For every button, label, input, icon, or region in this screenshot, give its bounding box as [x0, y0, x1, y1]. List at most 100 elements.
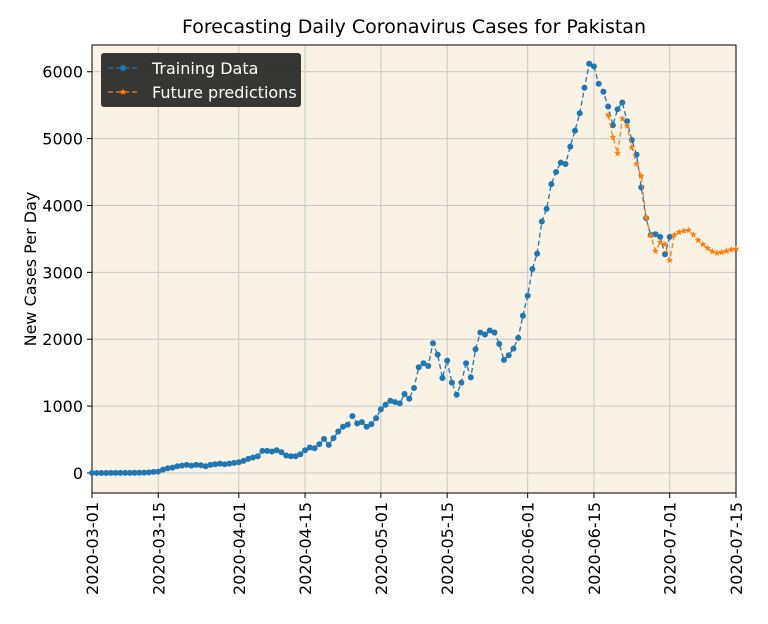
point — [406, 395, 413, 402]
point — [600, 88, 607, 95]
point — [652, 231, 659, 238]
point — [505, 352, 512, 359]
point — [618, 114, 626, 122]
point — [562, 161, 569, 168]
point — [382, 401, 389, 408]
point — [112, 469, 119, 476]
point — [463, 360, 470, 367]
point — [723, 247, 730, 254]
point — [675, 228, 683, 236]
point — [628, 143, 636, 151]
point — [339, 423, 346, 430]
point — [661, 251, 668, 258]
y-tick-label: 5000 — [42, 130, 83, 149]
legend-marker — [120, 65, 126, 71]
point — [624, 118, 631, 125]
point — [411, 385, 417, 392]
point — [576, 110, 583, 117]
point — [354, 420, 361, 427]
point — [373, 415, 380, 422]
point — [420, 360, 427, 367]
point — [321, 435, 328, 442]
point — [434, 351, 441, 358]
point — [415, 364, 422, 371]
point — [283, 452, 290, 459]
plot-area — [92, 45, 736, 493]
point — [264, 447, 271, 454]
point — [444, 357, 451, 364]
point — [657, 233, 664, 240]
point — [595, 80, 602, 87]
y-tick-label: 1000 — [42, 397, 83, 416]
point — [178, 462, 185, 469]
point — [377, 406, 384, 413]
point — [713, 249, 721, 256]
point — [287, 453, 294, 460]
point — [183, 461, 190, 468]
point — [387, 397, 394, 404]
point — [235, 459, 242, 466]
x-tick-label: 2020-04-01 — [230, 502, 249, 595]
point — [482, 331, 489, 338]
point — [160, 466, 167, 473]
point — [221, 461, 228, 468]
point — [472, 346, 479, 353]
point — [486, 327, 493, 334]
point — [150, 468, 157, 475]
point — [273, 447, 280, 454]
point — [363, 423, 370, 430]
point — [169, 464, 176, 471]
point — [392, 399, 399, 406]
point — [614, 149, 622, 157]
point — [689, 231, 697, 238]
point — [136, 469, 143, 476]
point — [458, 379, 465, 386]
point — [680, 227, 688, 234]
chart-title: Forecasting Daily Coronavirus Cases for … — [182, 16, 646, 38]
point — [103, 469, 110, 476]
point — [349, 413, 356, 420]
point — [708, 248, 716, 255]
point — [515, 334, 522, 341]
point — [259, 447, 266, 454]
point — [245, 455, 252, 462]
point — [325, 441, 332, 448]
point — [155, 468, 162, 475]
point — [117, 469, 124, 476]
point — [619, 99, 626, 106]
point — [453, 391, 460, 398]
point — [93, 469, 100, 476]
y-tick-label: 4000 — [42, 196, 83, 215]
point — [656, 238, 664, 246]
x-tick-label: 2020-07-15 — [727, 502, 746, 595]
point — [500, 356, 507, 363]
x-tick-label: 2020-04-15 — [296, 502, 315, 595]
point — [727, 246, 735, 253]
point — [491, 329, 498, 336]
point — [623, 122, 631, 129]
x-tick-label: 2020-06-15 — [585, 502, 604, 595]
point — [330, 435, 337, 442]
point — [425, 362, 432, 369]
point — [302, 447, 309, 454]
point — [581, 84, 588, 91]
point — [477, 329, 484, 336]
point — [614, 106, 621, 113]
point — [396, 400, 403, 407]
point — [368, 421, 375, 428]
point — [642, 213, 650, 221]
point — [666, 233, 673, 240]
point — [268, 448, 275, 455]
point — [278, 449, 285, 456]
point — [538, 218, 545, 225]
point — [666, 256, 674, 264]
y-tick-label: 6000 — [42, 63, 83, 82]
point — [89, 469, 95, 476]
point — [685, 226, 693, 234]
point — [519, 312, 526, 319]
y-axis-label: New Cases Per Day — [21, 192, 40, 347]
point — [704, 244, 712, 252]
x-tick-label: 2020-07-01 — [661, 502, 680, 595]
point — [401, 391, 408, 398]
